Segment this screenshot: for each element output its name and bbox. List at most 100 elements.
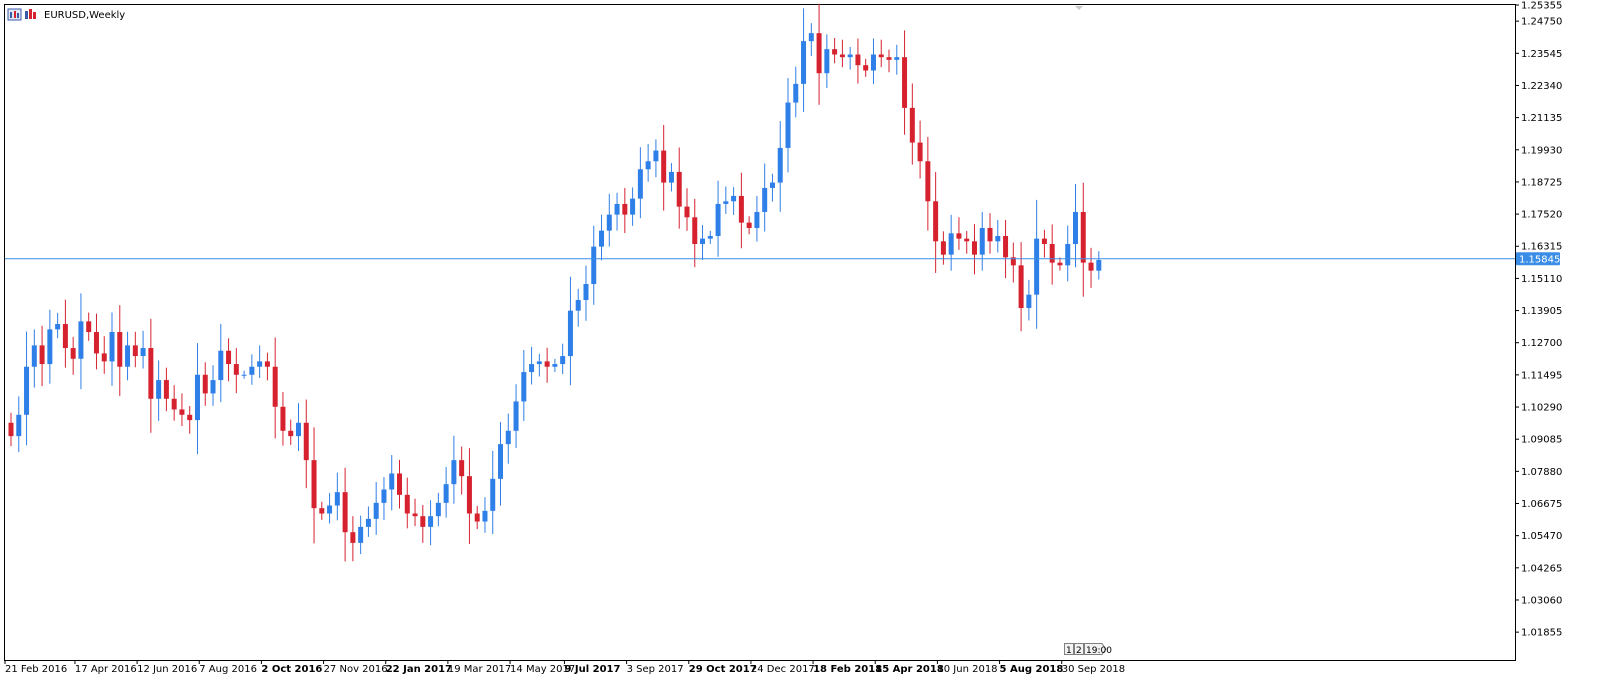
candle (1088, 247, 1094, 288)
candle-body (614, 203, 620, 215)
candle (715, 180, 721, 257)
candle (435, 492, 441, 527)
candle (163, 367, 169, 412)
candlestick-mode-icon[interactable] (25, 9, 36, 19)
candle (700, 225, 706, 260)
candle-body (428, 516, 434, 527)
symbol-title: EURUSD,Weekly (44, 10, 125, 21)
candle (16, 396, 22, 453)
candle (327, 493, 333, 524)
candle-body (948, 233, 954, 255)
candle (171, 385, 177, 421)
candle (334, 472, 340, 521)
candle (801, 8, 807, 112)
candle (1049, 224, 1055, 285)
candle-body (1034, 238, 1040, 295)
candle-body (218, 350, 224, 381)
candle (86, 312, 92, 341)
candle-body (544, 361, 550, 367)
candle-body (257, 361, 263, 367)
scroll-marker-icon[interactable] (1075, 6, 1083, 10)
candle-body (762, 187, 768, 212)
candle (723, 186, 729, 214)
badge-left-digit: 1 (1066, 646, 1072, 656)
candle (668, 163, 674, 192)
candle-body (1026, 294, 1032, 309)
candle-body (404, 494, 410, 514)
candle (971, 224, 977, 275)
candle (521, 350, 527, 422)
candle-body (925, 161, 931, 202)
candle (466, 448, 472, 544)
candle-body (505, 430, 511, 445)
candle (630, 187, 636, 226)
candle (194, 343, 200, 455)
candle (575, 288, 581, 327)
candle-body (746, 222, 752, 228)
candle (1026, 279, 1032, 321)
time-axis: 21 Feb 2016 17 Apr 2016 12 Jun 2016 7 Aug 2… (4, 660, 1125, 675)
candle (894, 44, 900, 75)
candle (490, 450, 496, 535)
candle (241, 370, 247, 379)
candle (505, 413, 511, 464)
candle (404, 477, 410, 529)
price-tick-label: 1.18725 (1521, 177, 1562, 188)
candle (684, 188, 690, 231)
candle-body (692, 217, 698, 244)
timeframe-badge[interactable]: 1 2 19:00 (1064, 643, 1113, 657)
candle (264, 352, 270, 381)
candle-body (599, 230, 605, 247)
candle-body (62, 324, 68, 349)
time-tick-label: 19 Mar 2017 (448, 664, 511, 675)
candle-body (498, 444, 504, 479)
candle-body (47, 329, 53, 365)
candle (793, 66, 799, 118)
price-tick-label: 1.12700 (1521, 338, 1562, 349)
candle-body (272, 366, 278, 407)
candle (832, 37, 838, 64)
candle (474, 505, 480, 530)
candle-body (241, 374, 247, 376)
candle (125, 331, 131, 381)
chart-window-icon[interactable] (7, 8, 22, 21)
candle-body (684, 206, 690, 218)
candle (47, 309, 53, 384)
time-tick-label: 12 Jun 2016 (137, 664, 197, 675)
candle (31, 329, 37, 388)
candle (591, 225, 597, 305)
candle-body (156, 380, 162, 399)
candle-body (878, 54, 884, 58)
candle-body (55, 324, 61, 330)
candle (995, 219, 1001, 253)
candle-body (443, 484, 449, 503)
candle (350, 516, 356, 562)
candle (738, 172, 744, 249)
candle-body (109, 332, 115, 362)
candle-body (451, 460, 457, 485)
candle-body (637, 169, 643, 199)
candle-body (202, 374, 208, 394)
candle-body (381, 489, 387, 503)
candle-body (358, 526, 364, 543)
candle-body (785, 102, 791, 148)
candle-body (334, 492, 340, 506)
candle (878, 39, 884, 68)
candle (451, 435, 457, 504)
candle-body (31, 345, 37, 367)
candle-body (754, 211, 760, 228)
badge-time: 19:00 (1086, 646, 1112, 656)
price-tick-label: 1.09085 (1521, 435, 1562, 446)
time-tick-label: 7 Aug 2016 (199, 664, 257, 675)
candle-body (125, 345, 131, 367)
candle (583, 265, 589, 321)
candle (909, 83, 915, 165)
candle (210, 365, 216, 406)
candle-body (793, 83, 799, 103)
candle (847, 46, 853, 70)
time-tick-label: 3 Sep 2017 (627, 664, 684, 675)
time-tick-label: 24 Dec 2017 (751, 664, 815, 675)
candle-body (474, 513, 480, 522)
candle (148, 318, 154, 433)
candle (692, 198, 698, 268)
